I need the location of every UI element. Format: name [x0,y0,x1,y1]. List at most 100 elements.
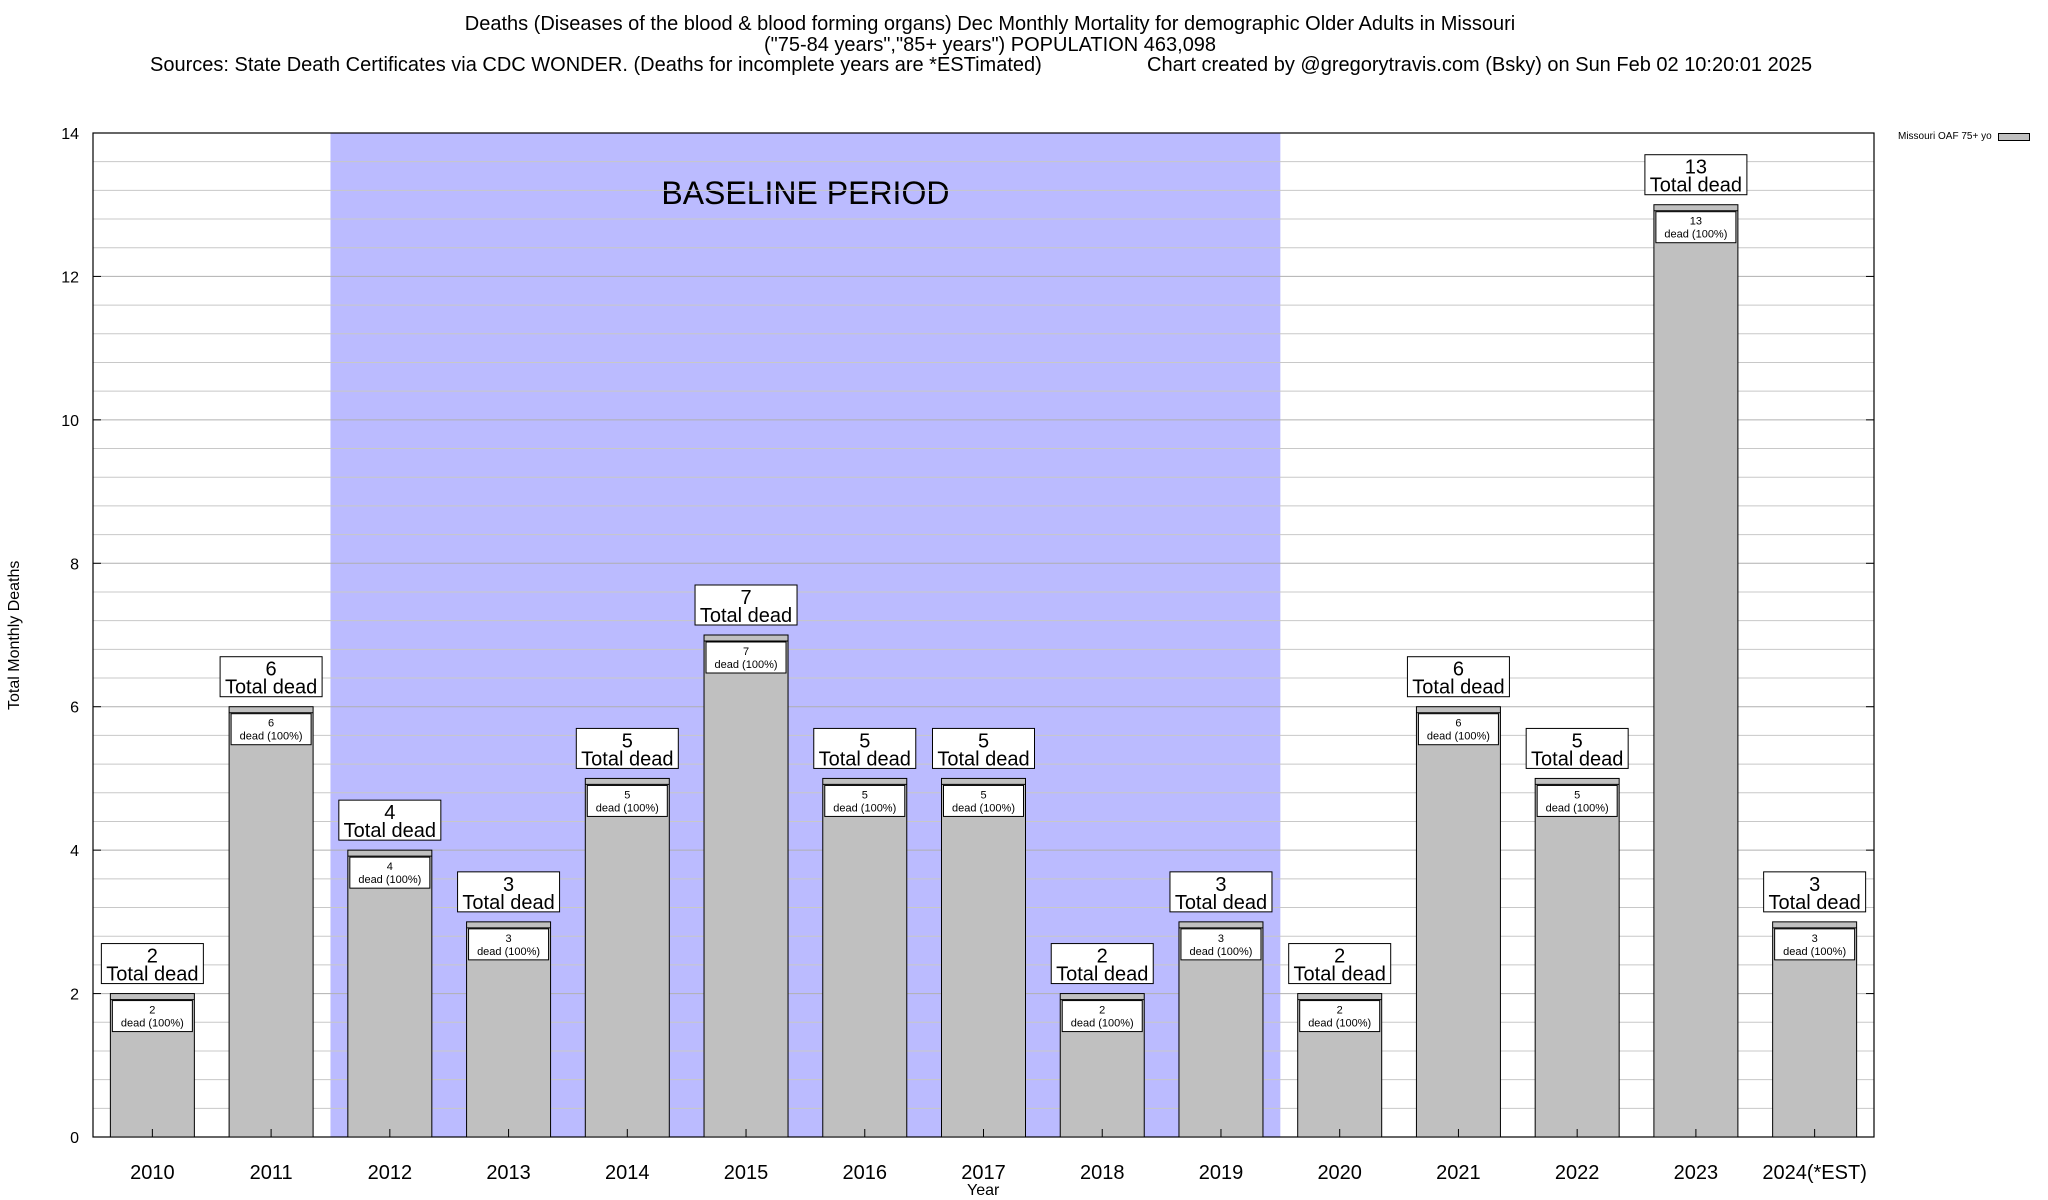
bar-value-label: 5 [978,730,989,752]
y-tick-label: 10 [61,413,79,430]
x-tick-label: 2015 [724,1162,769,1184]
bar-total-label: Total dead [1650,175,1742,197]
bar-label-box [1050,943,1154,985]
bar [584,777,670,1138]
x-tick-label: 2018 [1080,1162,1125,1184]
bar-label-box [694,584,798,626]
bar-inner-label-box [1774,928,1856,961]
bar-total-label: Total dead [1175,892,1267,914]
bar-inner-text: dead (100%) [596,802,659,814]
bar-inner-label-box [586,784,668,817]
x-tick-label: 2019 [1199,1162,1244,1184]
bar-total-label: Total dead [581,748,673,770]
bar-label-box [1644,154,1748,196]
bar-value-label: 13 [1685,157,1707,179]
legend-label: Missouri OAF 75+ yo [1898,131,1992,142]
bar [1415,706,1501,1138]
bar-inner-value: 5 [1574,789,1580,801]
y-tick-label: 8 [70,556,79,573]
bar [228,706,314,1138]
bar-inner-value: 5 [862,789,868,801]
bar-label-box [1288,943,1392,985]
bar-value-label: 5 [859,730,870,752]
bar-value-label: 5 [622,730,633,752]
bar-label-box [1406,656,1510,698]
bar-inner-label-box [1536,784,1618,817]
bar-total-label: Total dead [819,748,911,770]
bar-inner-label-box [1655,211,1737,244]
bar-label-box [1763,871,1867,913]
bar-inner-value: 2 [1099,1005,1105,1017]
bar-label-box [575,727,679,769]
x-axis-label: Year [967,1182,1000,1199]
bar-inner-text: dead (100%) [358,874,421,886]
x-tick-label: 2023 [1674,1162,1719,1184]
bar-inner-text: dead (100%) [1664,229,1727,241]
bar-inner-label-box [824,784,906,817]
bar-total-label: Total dead [344,820,436,842]
bar-label-box [1169,871,1273,913]
legend-swatch [1997,132,2030,141]
x-tick-label: 2011 [250,1162,293,1184]
bar-label-box [219,656,323,698]
bar-total-label: Total dead [1056,964,1148,986]
bar-total-label: Total dead [937,748,1029,770]
bar-inner-text: dead (100%) [1189,946,1252,958]
bar-total-label: Total dead [1531,748,1623,770]
bar-inner-value: 5 [980,789,986,801]
bar-inner-text: dead (100%) [715,659,778,671]
bar-total-label: Total dead [225,677,317,699]
x-tick-label: 2013 [486,1162,531,1184]
y-tick-label: 2 [70,987,79,1004]
y-tick-label: 14 [61,126,79,143]
bar-total-label: Total dead [1768,892,1860,914]
x-tick-label: 2024(*EST) [1762,1162,1867,1184]
bar-inner-label-box [1061,1000,1143,1033]
chart-title-line-1: Deaths (Diseases of the blood & blood fo… [464,13,1516,35]
bar-inner-value: 3 [1218,933,1224,945]
bar-inner-value: 3 [1812,933,1818,945]
x-tick-label: 2014 [605,1162,650,1184]
bar-inner-text: dead (100%) [1783,946,1846,958]
bar-value-label: 2 [147,946,158,968]
bar-value-label: 4 [384,802,395,824]
bar-inner-text: dead (100%) [1427,731,1490,743]
chart-sources: Sources: State Death Certificates via CD… [150,54,1042,76]
bar-value-label: 2 [1334,946,1345,968]
bar-inner-value: 2 [149,1005,155,1017]
bar [1653,204,1739,1138]
bar-label-box [813,727,917,769]
bar-inner-value: 5 [624,789,630,801]
bar [941,777,1026,1138]
y-tick-label: 12 [61,269,79,286]
bar [1534,777,1620,1138]
bar-value-label: 3 [1215,874,1226,896]
chart-title-line-2: ("75-84 years","85+ years") POPULATION 4… [763,34,1217,56]
x-tick-label: 2010 [130,1162,175,1184]
bar-value-label: 7 [740,587,751,609]
x-tick-label: 2012 [368,1162,413,1184]
y-tick-label: 6 [70,700,79,717]
bar-inner-label-box [468,928,550,961]
bar-value-label: 5 [1572,730,1583,752]
bar-total-label: Total dead [1412,677,1504,699]
bar [347,849,433,1138]
bar [703,634,789,1138]
bar-label-box [932,727,1035,769]
bar-label-box [338,799,442,841]
bar-inner-label-box [1417,713,1499,746]
bar-inner-text: dead (100%) [1308,1018,1371,1030]
x-tick-label: 2022 [1555,1162,1600,1184]
bar-inner-text: dead (100%) [477,946,540,958]
bar-label-box [457,871,561,913]
bar-inner-label-box [943,784,1024,817]
bar-total-label: Total dead [1294,964,1386,986]
y-tick-label: 0 [70,1130,79,1147]
bar-inner-value: 2 [1337,1005,1343,1017]
x-tick-label: 2016 [843,1162,888,1184]
bar-inner-text: dead (100%) [1546,802,1609,814]
bar-inner-label-box [1299,1000,1381,1033]
bar-inner-text: dead (100%) [833,802,896,814]
bar-inner-text: dead (100%) [1071,1018,1134,1030]
